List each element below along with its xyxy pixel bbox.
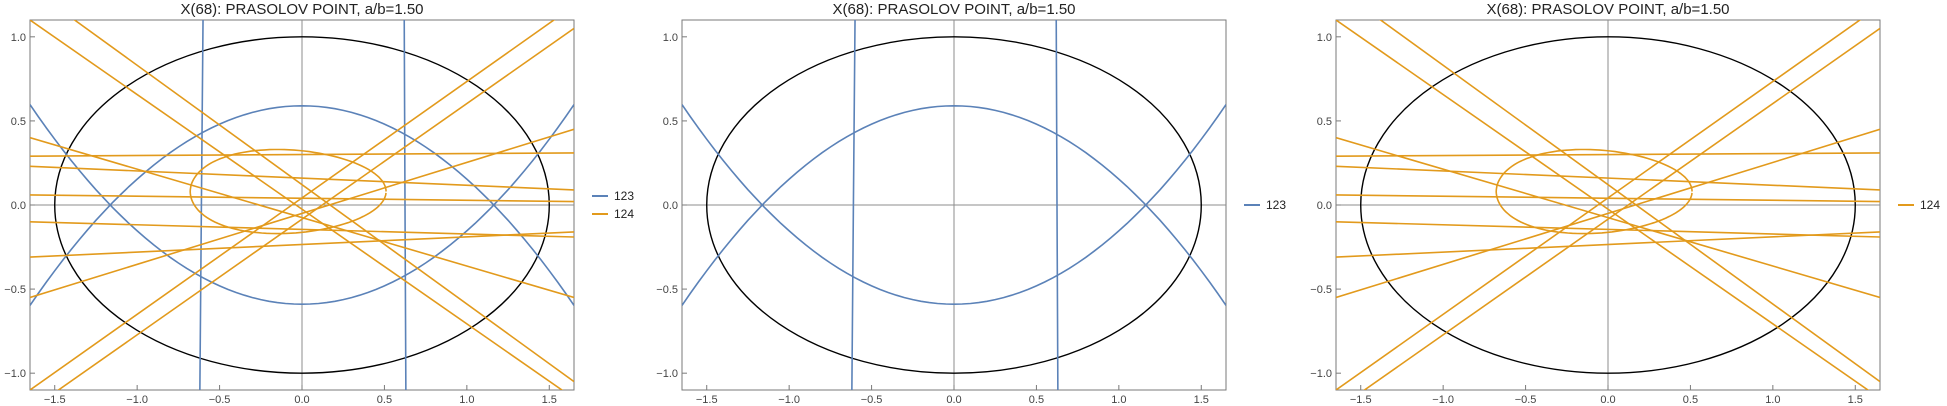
- y-tick-label: 0.0: [663, 200, 678, 212]
- series-124-curve: [30, 20, 556, 390]
- x-tick-label: −1.5: [44, 394, 66, 406]
- series-124-curve: [30, 152, 574, 157]
- x-tick-label: 1.0: [459, 394, 474, 406]
- x-tick-label: 1.5: [542, 394, 557, 406]
- chart-svg: X(68): PRASOLOV POINT, a/b=1.50 −1.5 −1.0 −…: [4, 1, 634, 406]
- y-tick-label: −1.0: [1310, 368, 1332, 380]
- x-tick-label: 0.5: [1029, 394, 1044, 406]
- y-tick-label: 1.0: [1317, 32, 1332, 44]
- series-124-curve: [1363, 27, 1880, 390]
- y-tick-label: 0.5: [663, 116, 678, 128]
- series-124-curve: [1336, 231, 1880, 258]
- y-tick-label: 1.0: [663, 32, 678, 44]
- series-123-curve: [682, 104, 1226, 306]
- series-124-curve: [1336, 136, 1880, 299]
- x-tick-label: 0.5: [1683, 394, 1698, 406]
- ellipse-curve: [706, 36, 1202, 374]
- x-tick-label: 1.0: [1765, 394, 1780, 406]
- chart-svg: X(68): PRASOLOV POINT, a/b=1.50 −1.5 −1.0 −…: [1310, 1, 1940, 406]
- series-124-curve: [30, 221, 574, 238]
- y-tick-label: −0.5: [4, 284, 26, 296]
- x-tick-label: 1.5: [1848, 394, 1863, 406]
- series-124-curve: [189, 148, 387, 235]
- chart-title: X(68): PRASOLOV POINT, a/b=1.50: [832, 1, 1075, 18]
- y-tick-label: −0.5: [1310, 284, 1332, 296]
- series-124-curve: [1379, 20, 1880, 383]
- legend-label-124: 124: [1920, 198, 1940, 212]
- series-124-curve: [1336, 221, 1880, 238]
- legend-label-123: 123: [1266, 198, 1286, 212]
- series-124-curve: [30, 231, 574, 258]
- x-tick-label: −0.5: [1515, 394, 1537, 406]
- chart-panel-2: X(68): PRASOLOV POINT, a/b=1.50 −1.5 −1.0 −…: [652, 0, 1292, 406]
- x-tick-label: 0.0: [1600, 394, 1615, 406]
- x-tick-label: 0.5: [377, 394, 392, 406]
- x-tick-label: −0.5: [209, 394, 231, 406]
- series-124-curve: [1336, 165, 1880, 191]
- x-tick-label: 0.0: [946, 394, 961, 406]
- legend-label-123: 123: [614, 189, 634, 203]
- series-124-curve: [30, 165, 574, 191]
- ellipse-curve: [1360, 36, 1856, 374]
- x-tick-label: −1.0: [1432, 394, 1454, 406]
- series-124-curve: [30, 128, 574, 299]
- chart-title: X(68): PRASOLOV POINT, a/b=1.50: [180, 1, 423, 18]
- series-123-curve: [851, 20, 856, 390]
- series-124-curve: [73, 20, 574, 383]
- y-tick-label: −0.5: [656, 284, 678, 296]
- y-tick-label: −1.0: [656, 368, 678, 380]
- series-124-curve: [1336, 194, 1880, 203]
- series-123-curve: [682, 104, 1226, 306]
- x-tick-label: 0.0: [294, 394, 309, 406]
- x-tick-label: −1.5: [1350, 394, 1372, 406]
- y-tick-label: 0.5: [1317, 116, 1332, 128]
- x-tick-label: −1.0: [126, 394, 148, 406]
- series-124-curve: [30, 136, 574, 299]
- chart-title: X(68): PRASOLOV POINT, a/b=1.50: [1486, 1, 1729, 18]
- series-124-curve: [30, 20, 564, 390]
- chart-svg: X(68): PRASOLOV POINT, a/b=1.50 −1.5 −1.0 −…: [656, 1, 1286, 406]
- chart-panel-3: X(68): PRASOLOV POINT, a/b=1.50 −1.5 −1.0 −…: [1306, 0, 1946, 406]
- x-tick-label: 1.0: [1111, 394, 1126, 406]
- series-123-curve: [1055, 20, 1059, 390]
- x-tick-label: −1.5: [696, 394, 718, 406]
- series-123-curve: [30, 104, 574, 306]
- series-124-curve: [30, 194, 574, 203]
- y-tick-label: 0.0: [1317, 200, 1332, 212]
- series-124-curve: [1495, 148, 1693, 235]
- series-124-curve: [1336, 20, 1870, 390]
- y-tick-label: 0.5: [11, 116, 26, 128]
- x-tick-label: 1.5: [1194, 394, 1209, 406]
- series-123-curve: [199, 20, 204, 390]
- x-tick-label: −0.5: [861, 394, 883, 406]
- series-123-curve: [30, 104, 574, 306]
- ellipse-curve: [54, 36, 550, 374]
- y-tick-label: 1.0: [11, 32, 26, 44]
- x-tick-label: −1.0: [778, 394, 800, 406]
- chart-panel-1: X(68): PRASOLOV POINT, a/b=1.50 −1.5 −1.0 −…: [0, 0, 640, 406]
- series-124-curve: [1336, 152, 1880, 157]
- series-124-curve: [1336, 128, 1880, 299]
- series-124-curve: [1336, 20, 1862, 390]
- y-tick-label: 0.0: [11, 200, 26, 212]
- series-123-curve: [403, 20, 407, 390]
- y-tick-label: −1.0: [4, 368, 26, 380]
- series-124-curve: [57, 27, 574, 390]
- legend-label-124: 124: [614, 207, 634, 221]
